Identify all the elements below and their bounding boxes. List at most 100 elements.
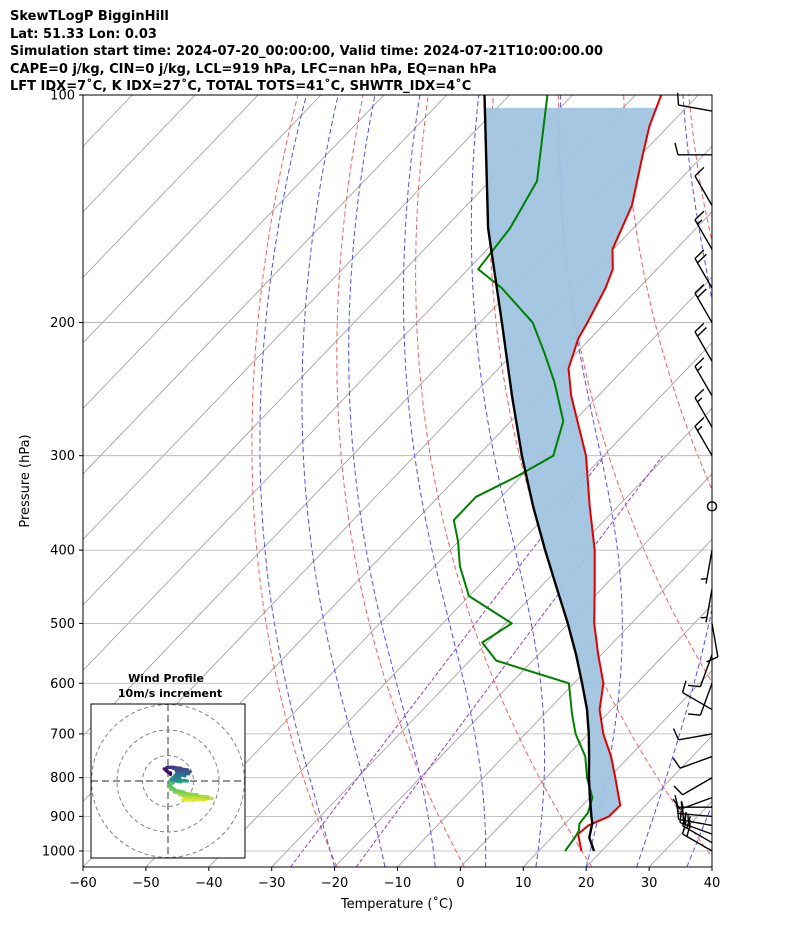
wind-barb [672,796,713,810]
x-tick-label: −60 [69,876,96,891]
isotherm-line [83,95,259,278]
station-coordinates: Lat: 51.33 Lon: 0.03 [10,26,157,42]
isotherm-line [83,95,385,409]
wind-barb-flag [697,288,707,298]
wind-barb [694,210,713,250]
x-tick-label: −30 [258,876,285,891]
wind-barb-half-flag [680,800,684,808]
x-tick-label: −10 [384,876,411,891]
y-tick-label: 200 [50,316,75,331]
wind-barb [700,588,713,623]
hodograph-frame [90,703,246,859]
wind-barb-shaft [694,219,713,250]
dry-adiabat-line [557,95,712,684]
y-tick-label: 400 [50,544,75,559]
y-tick-label: 700 [50,727,75,742]
moist-adiabat-line [559,95,623,867]
wind-barb [674,142,712,156]
wind-barb-shaft [682,825,713,844]
simulation-times: Simulation start time: 2024-07-20_00:00:… [10,44,603,60]
hodograph-inset [91,704,245,858]
wind-barb-shaft [682,777,713,796]
wind-barb [694,357,713,397]
wind-barb-shaft [679,755,713,769]
x-tick-label: 10 [515,876,532,891]
isotherm-line [711,866,712,867]
isotherm-line [271,407,712,867]
mixing-ratio-line [290,455,606,867]
isotherm-line [523,669,712,867]
hodograph-trace-segment [172,790,199,797]
x-tick-label: 0 [456,876,464,891]
hodograph-trace-segment [175,770,191,776]
wind-barb-half-flag [697,397,703,403]
dry-adiabat-line [336,95,465,867]
axes: −60 −50 −40 −30 −20 −10 0 10 20 30 40 100 200 300 400 5… [42,89,720,892]
wind-barb-flag [694,357,705,367]
wind-barb-flag [694,322,705,333]
parcel-profile [483,95,596,852]
hodograph-trace-segment [174,772,187,778]
wind-barb-flag [694,249,705,260]
isotherm-line [0,95,6,867]
hodograph-trace-segment [170,776,178,781]
y-tick-label: 900 [50,810,75,825]
wind-barb [672,755,713,769]
moist-adiabat-line [403,95,487,867]
wind-barb [694,166,713,206]
wind-barb-half-flag [697,219,703,225]
moist-adiabat-line [348,95,436,867]
wind-barbs [672,92,719,852]
y-tick-label: 300 [50,449,75,464]
wind-barb-shaft [678,818,713,827]
isotherm-line [585,735,712,867]
dry-adiabat-line [251,95,338,867]
wind-barb-shaft [694,366,713,397]
isotherm-line [145,276,712,867]
wind-barb [694,284,713,323]
wind-barb-shaft [678,733,713,741]
isotherm-line [648,800,712,867]
wind-barb-shaft [678,104,713,112]
hodograph-trace-segment [164,769,171,775]
y-tick-label: 1000 [42,844,75,859]
wind-barb-flag [672,757,681,769]
wind-barb-shaft [694,175,713,206]
wind-barb-shaft [679,796,713,810]
station-title: SkewTLogP BigginHill [10,9,169,24]
wind-barb-flag [697,253,707,264]
isotherm-line [334,473,712,867]
x-tick-label: 30 [641,876,658,891]
stability-indices: LFT IDX=7˚C, K IDX=27˚C, TOTAL TOTS=41˚C… [10,79,472,95]
temperature-profile [567,95,663,852]
wind-barb-shaft [694,292,713,323]
wind-barb-half-flag [697,365,703,372]
x-tick-label: −40 [195,876,222,891]
isotherm-line [460,604,712,867]
wind-barb-flag [694,417,705,427]
wind-barb [694,388,713,428]
dry-adiabat-line [623,95,712,491]
wind-barb-shaft [694,397,713,428]
hodograph-trace-segment [168,781,173,788]
dry-adiabat-line [754,95,794,867]
wind-barb [687,683,713,716]
wind-barb-flag [686,816,691,829]
wind-barb-shaft [678,812,713,818]
wind-barb [694,417,713,457]
wind-barb-flag [697,327,707,337]
y-tick-label: 100 [50,89,75,104]
wind-barb [700,550,713,584]
sounding-profiles [452,95,663,852]
wind-barb-flag [681,680,687,693]
wind-barb-shaft [694,425,713,457]
moist-adiabat-line [259,95,336,867]
x-tick-label: −50 [132,876,159,891]
x-tick-label: −20 [321,876,348,891]
wind-barb-flag [694,166,705,177]
parcel-temperature-shading [484,107,657,824]
wind-barb-flag [687,684,701,688]
y-axis-label: Pressure (hPa) [18,434,33,527]
y-tick-label: 500 [50,617,75,632]
wind-barb-flag [674,142,679,156]
